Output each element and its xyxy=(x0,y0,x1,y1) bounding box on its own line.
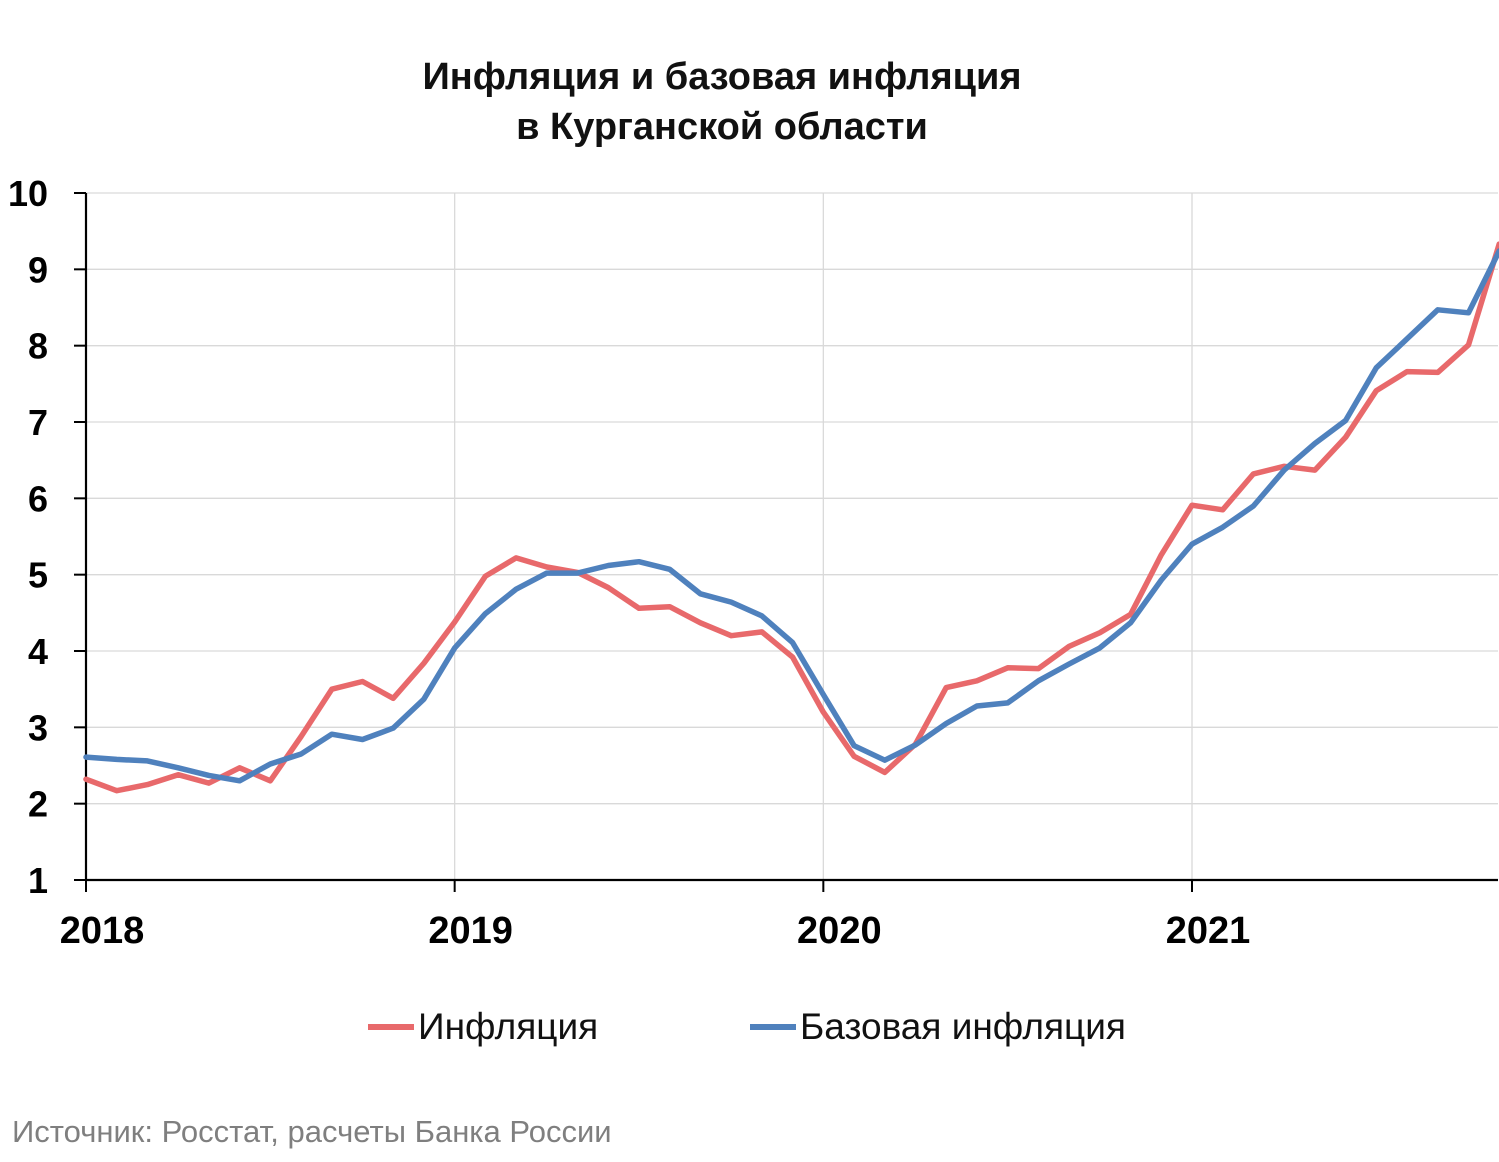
y-tick-label-2: 2 xyxy=(28,784,48,825)
legend-swatch-core-inflation xyxy=(750,1024,796,1030)
x-tick-label-2018: 2018 xyxy=(60,910,145,952)
vertical-gridlines xyxy=(454,193,1193,880)
chart-title: Инфляция и базовая инфляция в Курганской… xyxy=(272,52,1172,152)
series-lines xyxy=(83,241,1499,794)
y-tick-label-3: 3 xyxy=(28,707,48,748)
legend-label-inflation: Инфляция xyxy=(418,1006,599,1047)
x-tick-label-2019: 2019 xyxy=(428,910,513,952)
legend: Инфляция Базовая инфляция xyxy=(0,1002,1499,1052)
chart-title-line-2: в Курганской области xyxy=(516,106,928,148)
x-axis-tick-labels: 2018 2019 2020 2021 xyxy=(60,910,1251,952)
legend-label-core-inflation: Базовая инфляция xyxy=(800,1006,1126,1047)
y-tick-label-9: 9 xyxy=(28,249,48,290)
legend-item-core-inflation: Базовая инфляция xyxy=(750,1002,1126,1052)
y-tick-label-10: 10 xyxy=(8,173,48,214)
y-tick-label-6: 6 xyxy=(28,478,48,519)
series-line-inflation xyxy=(83,241,1499,794)
series-line-core-inflation xyxy=(83,248,1499,784)
y-axis-tick-labels: 1 2 3 4 5 6 7 8 9 10 xyxy=(8,173,48,901)
line-chart: 1 2 3 4 5 6 7 8 9 10 2018 2019 2020 2021 xyxy=(8,173,1499,952)
legend-item-inflation: Инфляция xyxy=(368,1002,598,1052)
horizontal-gridlines xyxy=(86,192,1498,805)
axes xyxy=(74,192,1498,892)
y-tick-label-4: 4 xyxy=(28,631,48,672)
y-tick-label-1: 1 xyxy=(28,860,48,901)
y-tick-label-8: 8 xyxy=(28,326,48,367)
x-tick-label-2021: 2021 xyxy=(1166,910,1251,952)
y-tick-label-7: 7 xyxy=(28,402,48,443)
x-tick-label-2020: 2020 xyxy=(797,910,882,952)
source-note: Источник: Росстат, расчеты Банка России xyxy=(12,1114,612,1149)
chart-title-line-1: Инфляция и базовая инфляция xyxy=(422,56,1022,98)
y-tick-label-5: 5 xyxy=(28,555,48,596)
legend-swatch-inflation xyxy=(368,1024,414,1030)
